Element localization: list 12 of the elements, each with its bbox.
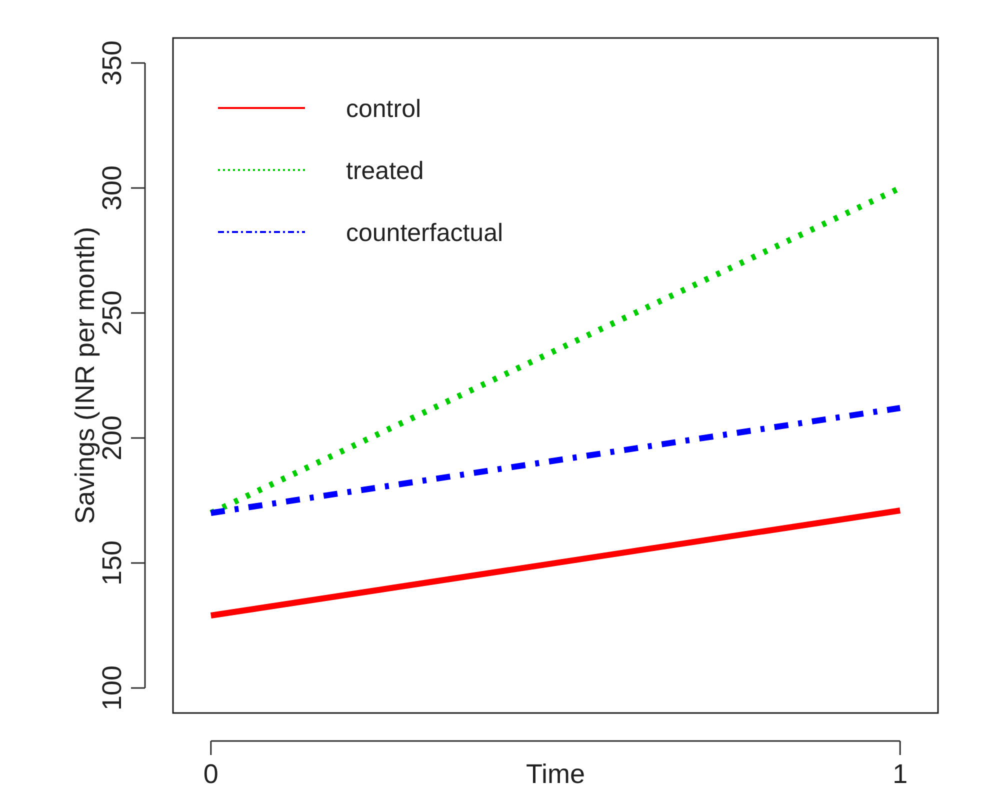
x-axis-title: Time — [526, 759, 585, 789]
y-tick-label: 350 — [97, 40, 127, 86]
y-tick-label: 150 — [97, 540, 127, 586]
y-tick-label: 250 — [97, 290, 127, 336]
y-tick-label: 100 — [97, 665, 127, 711]
x-tick-label: 1 — [892, 759, 908, 789]
legend-label: treated — [346, 157, 424, 185]
legend-label: counterfactual — [346, 219, 504, 247]
y-axis-title: Savings (INR per month) — [70, 226, 100, 524]
x-tick-label: 0 — [203, 759, 218, 789]
legend-label: control — [346, 95, 422, 123]
y-tick-label: 300 — [97, 165, 127, 211]
